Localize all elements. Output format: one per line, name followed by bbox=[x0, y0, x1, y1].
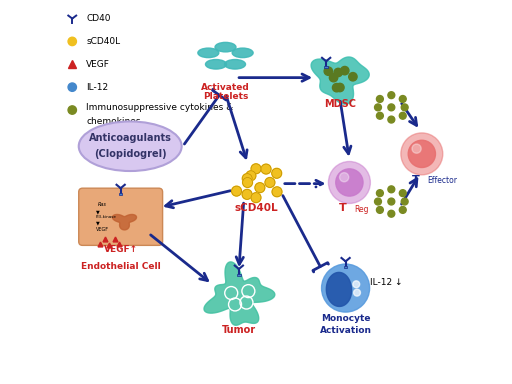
Circle shape bbox=[375, 198, 381, 205]
Circle shape bbox=[353, 281, 360, 288]
Ellipse shape bbox=[225, 60, 246, 69]
Circle shape bbox=[334, 68, 343, 77]
Circle shape bbox=[243, 177, 252, 187]
Circle shape bbox=[388, 92, 395, 99]
Text: Tumor: Tumor bbox=[222, 325, 256, 335]
Text: sCD40L: sCD40L bbox=[87, 37, 120, 46]
Text: T: T bbox=[412, 175, 420, 185]
Text: T: T bbox=[339, 204, 347, 214]
Circle shape bbox=[376, 207, 383, 214]
Text: Anticoagulants: Anticoagulants bbox=[89, 133, 172, 143]
Circle shape bbox=[408, 140, 436, 167]
Circle shape bbox=[329, 73, 338, 82]
Circle shape bbox=[388, 116, 395, 123]
Circle shape bbox=[255, 183, 265, 193]
Circle shape bbox=[68, 83, 76, 91]
Ellipse shape bbox=[205, 60, 226, 69]
Circle shape bbox=[272, 187, 282, 197]
Ellipse shape bbox=[215, 42, 236, 52]
Text: MDSC: MDSC bbox=[324, 99, 356, 109]
Text: sCD40L: sCD40L bbox=[234, 203, 278, 213]
Circle shape bbox=[399, 190, 406, 197]
Text: Effector: Effector bbox=[428, 176, 458, 185]
Circle shape bbox=[399, 113, 406, 119]
Circle shape bbox=[68, 37, 76, 46]
Circle shape bbox=[242, 174, 252, 184]
Circle shape bbox=[324, 67, 332, 75]
FancyBboxPatch shape bbox=[237, 274, 241, 276]
Circle shape bbox=[376, 190, 383, 197]
Circle shape bbox=[242, 189, 252, 199]
Text: Monocyte: Monocyte bbox=[321, 314, 370, 323]
Circle shape bbox=[251, 193, 261, 203]
Circle shape bbox=[251, 164, 261, 174]
Circle shape bbox=[246, 171, 256, 180]
Text: VEGF: VEGF bbox=[87, 60, 110, 69]
Circle shape bbox=[336, 169, 363, 196]
Text: ▼: ▼ bbox=[96, 220, 100, 225]
Circle shape bbox=[261, 164, 271, 174]
Circle shape bbox=[328, 162, 370, 204]
Ellipse shape bbox=[198, 48, 219, 58]
Text: VEGF: VEGF bbox=[96, 227, 109, 232]
Text: Endothelial Cell: Endothelial Cell bbox=[81, 262, 161, 271]
Circle shape bbox=[401, 198, 408, 205]
Text: Immunosuppressive cytokines &: Immunosuppressive cytokines & bbox=[87, 103, 233, 112]
Polygon shape bbox=[204, 262, 275, 325]
Circle shape bbox=[340, 66, 349, 75]
Text: Pi3-kinase: Pi3-kinase bbox=[96, 215, 117, 219]
Polygon shape bbox=[113, 214, 137, 230]
FancyBboxPatch shape bbox=[325, 66, 328, 68]
Circle shape bbox=[376, 113, 383, 119]
Circle shape bbox=[339, 173, 349, 182]
Circle shape bbox=[388, 210, 395, 217]
FancyBboxPatch shape bbox=[344, 266, 347, 268]
Text: (Clopidogrel): (Clopidogrel) bbox=[94, 149, 166, 159]
Circle shape bbox=[399, 207, 406, 214]
Circle shape bbox=[272, 168, 282, 178]
Circle shape bbox=[68, 106, 76, 114]
Circle shape bbox=[336, 83, 344, 92]
Circle shape bbox=[375, 104, 381, 111]
FancyBboxPatch shape bbox=[119, 193, 122, 195]
Circle shape bbox=[388, 104, 395, 111]
Text: VEGF↑: VEGF↑ bbox=[103, 245, 138, 254]
Circle shape bbox=[412, 144, 421, 153]
Circle shape bbox=[354, 289, 360, 296]
Polygon shape bbox=[311, 57, 369, 104]
FancyBboxPatch shape bbox=[79, 188, 163, 245]
Circle shape bbox=[388, 186, 395, 193]
Circle shape bbox=[231, 186, 242, 196]
Circle shape bbox=[376, 96, 383, 103]
Text: Platelets: Platelets bbox=[203, 92, 248, 101]
Circle shape bbox=[399, 96, 406, 103]
Text: ▼: ▼ bbox=[96, 209, 100, 214]
Circle shape bbox=[401, 133, 443, 175]
Text: CD40: CD40 bbox=[87, 14, 111, 23]
Text: Activation: Activation bbox=[319, 326, 372, 334]
Text: chemokines: chemokines bbox=[87, 117, 141, 126]
Circle shape bbox=[322, 264, 370, 312]
Text: IL-12: IL-12 bbox=[87, 83, 109, 92]
Circle shape bbox=[401, 104, 408, 111]
Text: IL-12 ↓: IL-12 ↓ bbox=[370, 278, 402, 287]
Circle shape bbox=[388, 198, 395, 205]
Text: Activated: Activated bbox=[201, 83, 250, 92]
Ellipse shape bbox=[79, 121, 182, 171]
Circle shape bbox=[332, 83, 341, 92]
Circle shape bbox=[349, 73, 357, 81]
Text: Ras: Ras bbox=[98, 202, 106, 207]
Text: Reg: Reg bbox=[354, 205, 369, 214]
Ellipse shape bbox=[232, 48, 253, 58]
Polygon shape bbox=[326, 272, 352, 306]
Circle shape bbox=[265, 177, 275, 187]
